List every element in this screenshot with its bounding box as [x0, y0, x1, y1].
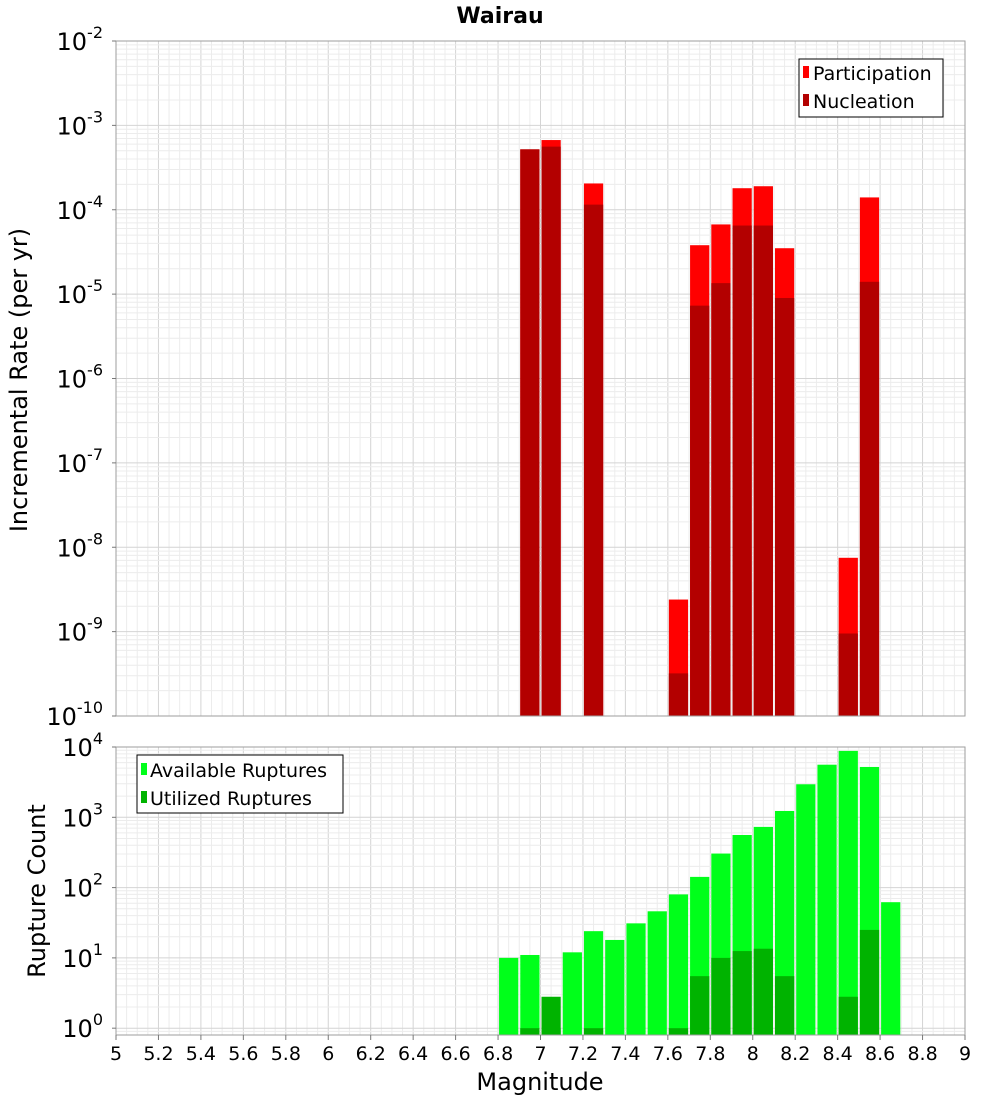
- rate-y-tick-label: 10-6: [57, 361, 104, 394]
- rupture-y-tick-label: 101: [62, 940, 103, 973]
- rupture-y-tick-label: 100: [62, 1010, 103, 1043]
- legend-swatch-available: [141, 763, 147, 775]
- bar-nucleation: [541, 146, 561, 716]
- bar-available-ruptures: [605, 939, 625, 1035]
- bar-available-ruptures: [668, 894, 689, 1035]
- x-tick-label: 9: [959, 1043, 971, 1065]
- rate-y-tick-label: 10-4: [57, 192, 104, 225]
- legend-label-available: Available Ruptures: [150, 760, 327, 782]
- bar-utilized-ruptures: [690, 976, 710, 1035]
- rate-y-tick-label: 10-10: [46, 698, 103, 731]
- rate-plot-bars: [520, 140, 880, 717]
- rupture-legend-box: [136, 754, 344, 814]
- x-tick-label: 8.8: [907, 1043, 937, 1065]
- rate-y-tick-label: 10-9: [57, 614, 104, 647]
- legend-label-participation: Participation: [813, 63, 932, 85]
- x-axis-label: Magnitude: [476, 1068, 603, 1096]
- bar-nucleation: [583, 204, 604, 717]
- rate-legend: Participation Nucleation: [798, 58, 944, 118]
- bar-nucleation: [838, 633, 858, 716]
- legend-swatch-participation: [803, 66, 809, 78]
- bar-utilized-ruptures: [774, 976, 795, 1035]
- chart-title: Wairau: [456, 4, 543, 29]
- bar-available-ruptures: [562, 952, 582, 1035]
- rate-y-tick-label: 10-2: [57, 23, 104, 56]
- bar-nucleation: [753, 225, 773, 716]
- bar-available-ruptures: [520, 954, 540, 1035]
- x-tick-label: 8.6: [865, 1043, 895, 1065]
- bar-available-ruptures: [838, 750, 858, 1035]
- legend-label-nucleation: Nucleation: [813, 91, 915, 113]
- bar-available-ruptures: [881, 902, 901, 1035]
- bar-utilized-ruptures: [668, 1028, 689, 1035]
- x-tick-label: 8: [747, 1043, 759, 1065]
- x-tick-label: 7: [534, 1043, 546, 1065]
- rate-y-tick-label: 10-3: [57, 107, 104, 140]
- rupture-legend: Available Ruptures Utilized Ruptures: [136, 754, 344, 814]
- x-tick-label: 5.2: [143, 1043, 173, 1065]
- rupture-count-plot: 104 103 102 101 100 5 5.2 5.4 5.6 5.8 6 6.2 6.4 6.6 6…: [23, 729, 971, 1096]
- bar-utilized-ruptures: [541, 996, 561, 1035]
- x-tick-label: 7.4: [610, 1043, 640, 1065]
- bar-available-ruptures: [817, 764, 837, 1035]
- x-tick-label: 6.6: [440, 1043, 470, 1065]
- bar-available-ruptures: [499, 957, 519, 1035]
- rate-plot-grid: [115, 40, 966, 717]
- rate-plot: 10-2 10-3 10-4 10-5 10-6 10-7 10-8 10-9 10-10 In…: [5, 23, 966, 731]
- rupture-plot-bars: [499, 750, 901, 1035]
- bar-utilized-ruptures: [520, 1028, 540, 1035]
- x-tick-label: 7.2: [568, 1043, 598, 1065]
- x-tick-label: 7.8: [695, 1043, 725, 1065]
- bar-nucleation: [520, 149, 540, 716]
- bar-utilized-ruptures: [583, 1028, 604, 1035]
- rate-y-tick-label: 10-5: [57, 276, 104, 309]
- rupture-y-tick-label: 104: [62, 729, 103, 762]
- bar-nucleation: [732, 225, 752, 716]
- bar-nucleation: [774, 297, 795, 716]
- bar-utilized-ruptures: [753, 948, 773, 1035]
- x-tick-label: 5.6: [228, 1043, 258, 1065]
- x-tick-label: 6.4: [398, 1043, 428, 1065]
- x-tick-label: 8.4: [823, 1043, 853, 1065]
- rate-y-tick-label: 10-7: [57, 445, 104, 478]
- bar-available-ruptures: [647, 911, 667, 1035]
- legend-swatch-utilized: [141, 791, 147, 803]
- x-tick-label: 5.4: [186, 1043, 216, 1065]
- bar-nucleation: [668, 673, 689, 716]
- rupture-y-tick-label: 102: [62, 870, 103, 903]
- legend-swatch-nucleation: [803, 94, 809, 106]
- bar-utilized-ruptures: [711, 957, 731, 1035]
- rate-legend-box: [798, 58, 944, 118]
- bar-nucleation: [859, 281, 880, 716]
- rate-y-axis-label: Incremental Rate (per yr): [5, 228, 33, 532]
- bar-utilized-ruptures: [859, 929, 880, 1035]
- bar-nucleation: [690, 305, 710, 716]
- x-tick-label: 6: [322, 1043, 334, 1065]
- rupture-y-axis: 104 103 102 101 100: [62, 729, 116, 1043]
- x-tick-label: 7.6: [653, 1043, 683, 1065]
- rate-y-tick-label: 10-8: [57, 529, 104, 562]
- x-tick-label: 5: [110, 1043, 122, 1065]
- bar-utilized-ruptures: [732, 951, 752, 1035]
- magnitude-x-axis: 5 5.2 5.4 5.6 5.8 6 6.2 6.4 6.6 6.8 7 7.2 7.4 7.6 7.8 8…: [110, 1035, 971, 1065]
- bar-utilized-ruptures: [838, 996, 858, 1035]
- x-tick-label: 6.8: [483, 1043, 513, 1065]
- legend-label-utilized: Utilized Ruptures: [150, 788, 312, 810]
- x-tick-label: 5.8: [271, 1043, 301, 1065]
- rupture-y-tick-label: 103: [62, 799, 103, 832]
- bar-nucleation: [711, 283, 731, 716]
- bar-available-ruptures: [626, 923, 646, 1035]
- x-tick-label: 6.2: [356, 1043, 386, 1065]
- bar-available-ruptures: [796, 784, 816, 1035]
- bar-available-ruptures: [583, 931, 604, 1035]
- x-tick-label: 8.2: [780, 1043, 810, 1065]
- rate-y-axis: 10-2 10-3 10-4 10-5 10-6 10-7 10-8 10-9 10-10: [46, 23, 116, 731]
- rupture-y-axis-label: Rupture Count: [23, 804, 51, 978]
